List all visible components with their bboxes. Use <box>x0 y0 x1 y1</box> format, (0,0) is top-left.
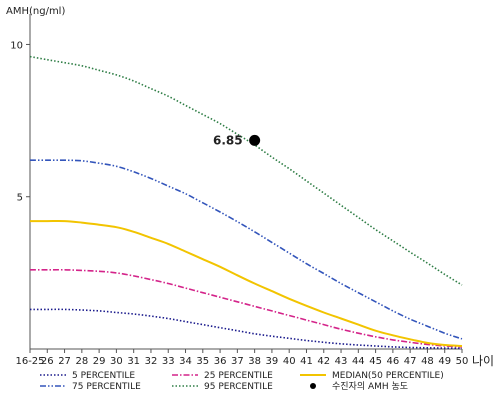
legend-label-95-percentile: 95 PERCENTILE <box>204 382 273 392</box>
x-tick-label: 29 <box>93 356 106 367</box>
x-tick-label: 37 <box>231 356 244 367</box>
legend-label-patient-amh: 수진자의 AMH 농도 <box>332 381 408 392</box>
x-tick-label: 47 <box>404 356 417 367</box>
x-tick-label: 28 <box>75 356 88 367</box>
x-tick-label: 30 <box>110 356 123 367</box>
series-line-median-50-percentile <box>29 219 463 347</box>
x-tick-label: 36 <box>214 356 227 367</box>
x-tick-label: 35 <box>196 356 209 367</box>
legend-swatch-patient-amh <box>310 383 316 389</box>
legend-label-median-50-percentile: MEDIAN(50 PERCENTILE) <box>332 371 444 381</box>
x-tick-label: 16-25 <box>15 356 44 367</box>
legend-label-25-percentile: 25 PERCENTILE <box>204 371 273 381</box>
series-line-75-percentile <box>30 159 463 340</box>
series-line-5-percentile <box>29 308 463 350</box>
x-tick-label: 33 <box>162 356 175 367</box>
series-line-25-percentile <box>30 268 463 348</box>
legend: 5 PERCENTILE 25 PERCENTILE MEDIAN(50 PERCE… <box>40 371 444 392</box>
x-tick-label: 41 <box>300 356 313 367</box>
patient-amh-point <box>249 134 261 146</box>
y-axis-title: AMH(ng/ml) <box>6 6 65 17</box>
series-line-95-percentile <box>29 55 463 286</box>
x-axis-title: 나이 <box>472 354 494 368</box>
highlight-point-layer: 6.85 <box>213 133 261 147</box>
x-tick-label: 39 <box>266 356 279 367</box>
x-tick-label: 48 <box>421 356 434 367</box>
x-tick-label: 32 <box>145 356 158 367</box>
patient-amh-value-label: 6.85 <box>213 133 243 147</box>
x-tick-label: 43 <box>335 356 348 367</box>
series-layer <box>29 55 463 350</box>
x-tick-label: 42 <box>317 356 330 367</box>
x-tick-label: 46 <box>387 356 400 367</box>
legend-label-75-percentile: 75 PERCENTILE <box>72 382 141 392</box>
x-tick-label: 31 <box>127 356 140 367</box>
x-tick-label: 38 <box>248 356 261 367</box>
legend-label-5-percentile: 5 PERCENTILE <box>72 371 135 381</box>
x-tick-label: 40 <box>283 356 296 367</box>
x-tick-label: 49 <box>438 356 451 367</box>
y-tick-label: 5 <box>17 193 23 204</box>
x-tick-label: 34 <box>179 356 192 367</box>
x-tick-label: 26 <box>41 356 54 367</box>
y-tick-label: 10 <box>10 40 23 51</box>
x-tick-label: 45 <box>369 356 382 367</box>
x-tick-label: 27 <box>58 356 71 367</box>
x-tick-label: 44 <box>352 356 365 367</box>
x-tick-label: 50 <box>456 356 469 367</box>
